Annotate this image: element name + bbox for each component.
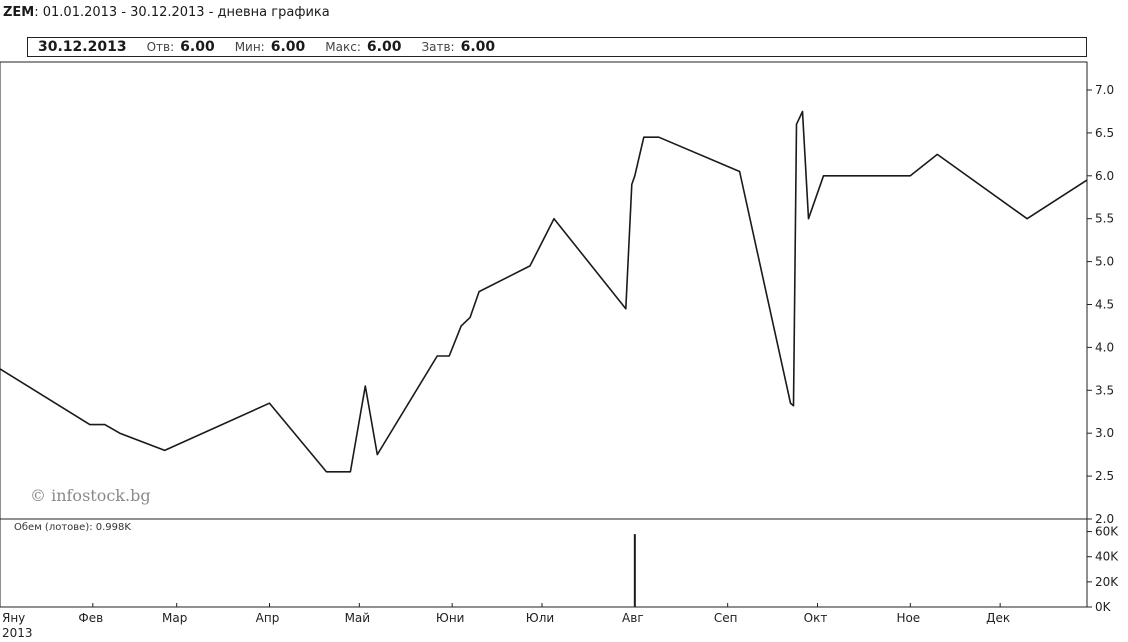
- x-tick-label: Авг: [622, 611, 644, 625]
- low-value: 6.00: [270, 39, 306, 55]
- chart-title: ZEM: 01.01.2013 - 30.12.2013 - дневна гр…: [3, 5, 330, 20]
- x-tick-label: Фев: [78, 611, 103, 625]
- y-tick-label: 2.5: [1095, 469, 1114, 483]
- close-label: Затв:: [421, 40, 455, 54]
- y-tick-label: 4.0: [1095, 340, 1114, 354]
- y-tick-label: 7.0: [1095, 83, 1114, 97]
- vol-tick-label: 0K: [1095, 600, 1112, 614]
- y-tick-label: 4.5: [1095, 298, 1114, 312]
- x-tick-label: Апр: [256, 611, 280, 625]
- x-tick-label: Дек: [986, 611, 1010, 625]
- close-value: 6.00: [460, 39, 496, 55]
- y-tick-label: 2.0: [1095, 512, 1114, 526]
- vol-tick-label: 20K: [1095, 575, 1119, 589]
- x-tick-label: Май: [345, 611, 371, 625]
- x-tick-label: Окт: [804, 611, 828, 625]
- plot-frame: [0, 61, 1088, 608]
- y-tick-label: 5.5: [1095, 212, 1114, 226]
- y-tick-label: 3.5: [1095, 383, 1114, 397]
- y-tick-label: 5.0: [1095, 255, 1114, 269]
- x-tick-label: Мар: [162, 611, 187, 625]
- y-tick-label: 6.0: [1095, 169, 1114, 183]
- x-tick-label: Юни: [436, 611, 465, 625]
- year-label: 2013: [2, 626, 33, 640]
- y-tick-label: 6.5: [1095, 126, 1114, 140]
- symbol: ZEM: [3, 5, 35, 20]
- open-value: 6.00: [180, 39, 215, 55]
- volume-label: Обем (лотове): 0.998K: [14, 522, 131, 533]
- open-label: Отв:: [146, 40, 175, 54]
- title-rest: : 01.01.2013 - 30.12.2013 - дневна графи…: [34, 5, 330, 20]
- high-value: 6.00: [366, 39, 402, 55]
- vol-tick-label: 40K: [1095, 550, 1119, 564]
- ohlc-date: 30.12.2013: [38, 39, 127, 55]
- high-label: Макс:: [325, 40, 361, 54]
- x-tick-label: Юли: [526, 611, 554, 625]
- price-line: [0, 110, 1088, 473]
- x-tick-label: Яну: [2, 611, 25, 625]
- y-tick-label: 3.0: [1095, 426, 1114, 440]
- ohlc-bar: 30.12.2013 Отв: 6.00 Мин: 6.00 Макс: 6.00 З…: [27, 37, 1087, 57]
- watermark: © infostock.bg: [30, 486, 151, 505]
- low-label: Мин:: [234, 40, 265, 54]
- x-tick-label: Сеп: [714, 611, 738, 625]
- x-tick-label: Ное: [896, 611, 920, 625]
- vol-tick-label: 60K: [1095, 525, 1119, 539]
